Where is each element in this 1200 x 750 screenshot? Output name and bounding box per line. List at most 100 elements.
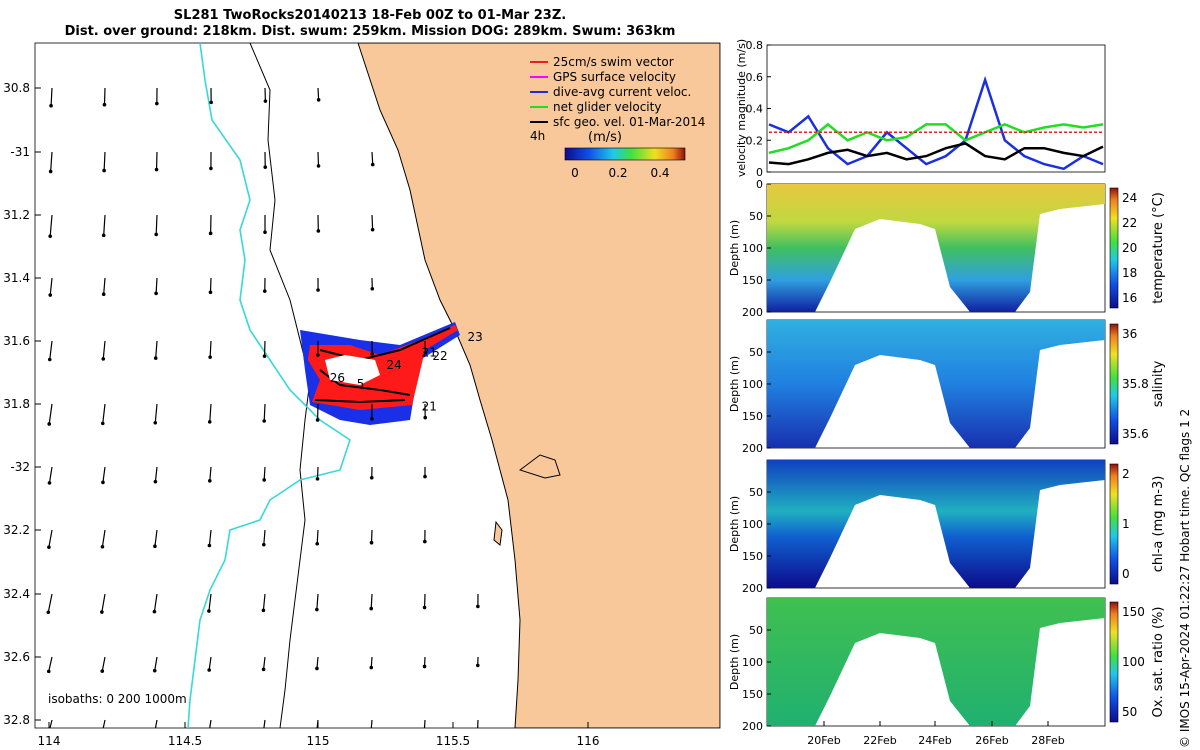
map-x-tick-label: 116 xyxy=(577,734,600,748)
track-day-label: 26 xyxy=(330,371,345,385)
vector-head xyxy=(207,543,212,548)
track-day-label: 24 xyxy=(387,358,402,372)
section-colorbar-label: chl-a (mg m-3) xyxy=(1151,476,1166,573)
map-y-tick-label: -32 xyxy=(10,460,30,474)
vector-head xyxy=(422,605,427,610)
map-x-axis: 114 114.5 115 115.5 116 xyxy=(38,722,600,748)
map-y-tick-label: 31.2 xyxy=(3,208,30,222)
glider-track xyxy=(300,322,460,425)
velocity-y-tick-label: 0.6 xyxy=(746,71,764,84)
velocity-vector xyxy=(209,277,212,293)
velocity-ylabel: velocity magnitude (m/s) xyxy=(735,39,748,177)
vector-head xyxy=(369,606,374,611)
map-y-tick-label: 32.8 xyxy=(3,713,30,727)
vector-head xyxy=(209,100,213,105)
vector-head xyxy=(48,234,52,238)
depth-tick-label: 100 xyxy=(742,378,763,391)
velocity-vector xyxy=(263,529,266,545)
velocity-vector xyxy=(101,656,106,672)
velocity-vector xyxy=(101,529,106,547)
vector-head xyxy=(153,544,157,549)
vector-head xyxy=(207,668,211,672)
track-day-label: 23 xyxy=(468,330,483,344)
map-x-tick-label: 114.5 xyxy=(168,734,202,748)
vector-head xyxy=(101,292,106,297)
vector-head xyxy=(422,730,426,734)
velocity-series-line xyxy=(768,122,1104,155)
vector-head xyxy=(100,669,105,673)
isobath-1000m xyxy=(187,43,351,728)
vector-head xyxy=(423,350,428,355)
velocity-vector xyxy=(154,529,158,547)
legend-label: net glider velocity xyxy=(553,100,661,114)
island xyxy=(518,454,561,479)
vector-head xyxy=(316,229,321,233)
vector-head xyxy=(207,733,211,737)
section-colorbar-label: salinity xyxy=(1151,360,1166,407)
time-tick-label: 24Feb xyxy=(918,734,951,747)
velocity-vector xyxy=(47,593,53,613)
legend-label: sfc geo. vel. 01-Mar-2014 xyxy=(553,115,705,129)
vector-head xyxy=(47,422,52,426)
speed-colorbar-ticks: 0 0.2 0.4 xyxy=(571,166,669,180)
section-ylabel: Depth (m) xyxy=(728,496,741,552)
speed-colorbar xyxy=(564,147,686,161)
map-y-tick-label: 32.6 xyxy=(3,650,30,664)
colorbar-tick-label: 0 xyxy=(1122,567,1130,581)
vector-head xyxy=(100,733,104,737)
vector-head xyxy=(100,610,104,614)
velocity-vector xyxy=(208,593,212,612)
velocity-vector xyxy=(103,277,106,295)
vector-head xyxy=(101,480,105,485)
velocity-series-line xyxy=(768,75,1104,171)
colorbar-tick-label: 0.4 xyxy=(650,166,669,180)
map-y-axis: 30.8 -31 31.2 31.4 31.6 31.8 -32 32.2 32.4 32.6 32… xyxy=(3,81,41,727)
section-colorbar xyxy=(1109,187,1119,309)
velocity-vector xyxy=(370,593,373,609)
vector-head xyxy=(101,233,106,238)
vector-head xyxy=(423,415,428,420)
depth-tick-label: 200 xyxy=(742,306,763,319)
velocity-vector xyxy=(209,719,212,728)
island-2 xyxy=(493,520,503,546)
vector-head xyxy=(154,167,159,172)
isobath-200m xyxy=(249,43,311,728)
time-tick-label: 26Feb xyxy=(975,734,1008,747)
vector-head xyxy=(46,610,51,615)
track-day-label: 21 xyxy=(422,346,437,360)
colorbar-tick-label: 24 xyxy=(1122,191,1137,205)
section-colorbar xyxy=(1109,601,1119,723)
vector-head xyxy=(316,288,320,292)
vector-head xyxy=(152,609,157,614)
vector-head xyxy=(47,545,51,549)
vector-head xyxy=(370,286,375,291)
section-panel: Depth (m) 0 50 100 150 200 24 22 20 18 16 temperatu… xyxy=(728,178,1166,319)
vector-head xyxy=(370,227,375,232)
velocity-vector xyxy=(49,719,53,728)
velocity-vector xyxy=(370,719,373,728)
vector-head xyxy=(423,539,427,544)
colorbar-tick-label: 100 xyxy=(1122,655,1145,669)
colorbar-tick-label: 0.2 xyxy=(608,166,627,180)
velocity-vector xyxy=(102,403,106,424)
velocity-vector xyxy=(316,593,319,610)
figure-title: SL281 TwoRocks20140213 18-Feb 00Z to 01-… xyxy=(0,8,740,40)
depth-tick-label: 50 xyxy=(749,624,763,637)
vector-head xyxy=(261,732,265,736)
velocity-vector xyxy=(316,466,319,479)
legend-label: GPS surface velocity xyxy=(553,70,676,84)
track-inner-hole xyxy=(325,355,380,385)
vector-head xyxy=(154,291,158,296)
depth-tick-label: 150 xyxy=(742,410,763,423)
vector-head xyxy=(261,608,266,613)
title-line-1: SL281 TwoRocks20140213 18-Feb 00Z to 01-… xyxy=(173,8,567,23)
section-ylabel: Depth (m) xyxy=(728,356,741,412)
depth-tick-label: 150 xyxy=(742,274,763,287)
depth-tick-label: 50 xyxy=(749,486,763,499)
map-x-tick-label: 115 xyxy=(307,734,330,748)
vector-head xyxy=(316,98,321,102)
vector-head xyxy=(207,420,212,424)
